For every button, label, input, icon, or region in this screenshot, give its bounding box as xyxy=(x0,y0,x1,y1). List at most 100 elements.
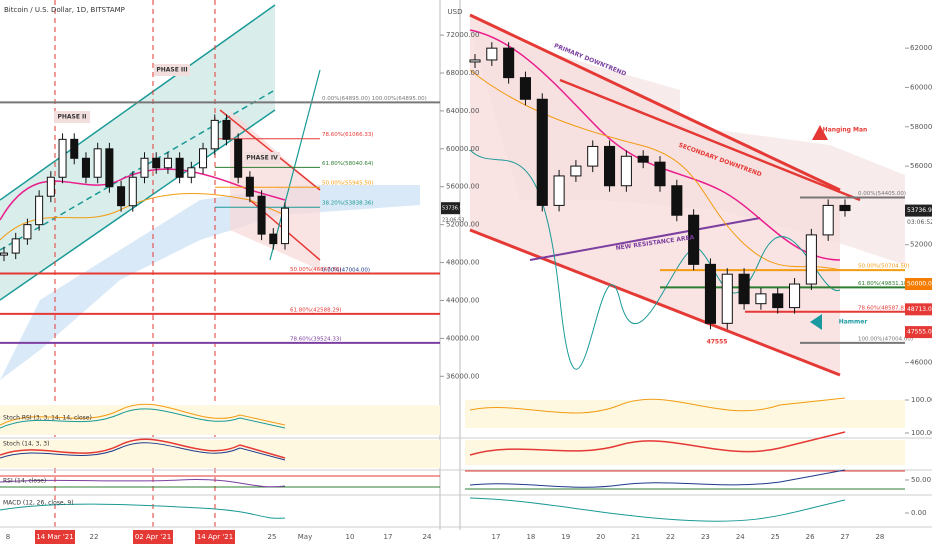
x-tick-label: 18 xyxy=(526,533,535,541)
fib-label: 0.00%(54405.00) xyxy=(858,191,906,197)
price-tag-label: 53736.91 xyxy=(442,206,466,212)
x-tick-label: May xyxy=(298,533,312,541)
annotation: Hammer xyxy=(839,319,868,326)
candle xyxy=(280,207,290,245)
price-tag-label: 53736.91 xyxy=(907,207,932,214)
y-tick-label: 58000.00 xyxy=(910,123,932,131)
price-tag-label: 47555.00 xyxy=(907,329,932,336)
annotation: 47555 xyxy=(707,339,728,346)
x-tick-label: 14 Mar '21 xyxy=(36,533,73,541)
candle xyxy=(587,145,599,167)
candle xyxy=(704,263,717,324)
y-tick-label: 60000.00 xyxy=(446,145,479,153)
x-tick-label: 24 xyxy=(423,533,432,541)
x-tick-label: 22 xyxy=(666,533,675,541)
x-tick-label: 22 xyxy=(90,533,99,541)
annotation: PHASE II xyxy=(57,114,86,121)
candle xyxy=(11,238,20,254)
chart-title: Bitcoin / U.S. Dollar, 1D, BITSTAMP xyxy=(4,6,125,14)
x-tick-label: 14 Apr '21 xyxy=(197,533,233,541)
fib-label: 38.20%(53838.36) xyxy=(322,201,374,207)
x-tick-label: 20 xyxy=(596,533,605,541)
candle xyxy=(187,167,196,178)
unit-label: USD xyxy=(448,8,463,16)
y-tick-label: 68000.00 xyxy=(446,69,479,77)
candle xyxy=(721,273,733,324)
candle xyxy=(23,224,32,240)
fib-label: 61.80%(58040.64) xyxy=(322,161,374,167)
price-tag-label: 48713.00 xyxy=(907,306,932,313)
y-tick-label: 46000.00 xyxy=(910,359,932,367)
candle xyxy=(738,273,750,305)
x-tick-label: 19 xyxy=(561,533,570,541)
price-tag xyxy=(905,303,932,316)
indicator-tick-label: 0.00 xyxy=(911,509,927,517)
x-tick-label: 27 xyxy=(841,533,850,541)
x-tick-label: 26 xyxy=(806,533,815,541)
candle xyxy=(822,204,834,236)
candle xyxy=(772,293,784,309)
date-highlight xyxy=(133,530,173,544)
candle xyxy=(46,176,55,197)
candle xyxy=(163,157,172,169)
indicator-tick-label: 50.00 xyxy=(911,476,931,484)
annotation: Hanging Man xyxy=(823,127,868,134)
fib-label: 50.00%(46847.50) xyxy=(290,267,342,273)
candle xyxy=(755,293,767,305)
indicator-tick-label: 100.00 xyxy=(911,396,932,404)
x-tick-label: 17 xyxy=(384,533,393,541)
fib-label: 61.80%(42588.29) xyxy=(290,307,342,313)
candle xyxy=(234,138,243,178)
candle xyxy=(105,148,114,188)
x-tick-label: 17 xyxy=(492,533,501,541)
candle xyxy=(469,59,481,63)
indicator-panels xyxy=(0,397,932,528)
candle xyxy=(637,155,649,163)
date-highlight xyxy=(35,530,75,544)
countdown: 03:06:52 xyxy=(907,219,932,226)
candle xyxy=(536,98,548,206)
candle xyxy=(140,157,149,178)
x-tick-label: 25 xyxy=(771,533,780,541)
candle xyxy=(257,195,266,235)
y-tick-label: 52000.00 xyxy=(446,221,479,229)
candle xyxy=(570,165,582,177)
candle xyxy=(839,204,851,212)
candle xyxy=(805,234,817,285)
y-tick-label: 60000.00 xyxy=(910,83,932,91)
countdown: 23:06:53 xyxy=(442,218,464,224)
candle xyxy=(58,138,67,178)
price-tag-label: 50000.00 xyxy=(907,281,932,288)
fib-label: 78.60%(39524.33) xyxy=(290,336,342,342)
y-tick-label: 48000.00 xyxy=(446,259,479,267)
price-tag xyxy=(905,326,932,339)
candle xyxy=(0,252,9,256)
x-tick-label: 25 xyxy=(268,533,277,541)
fib-label: 61.80%(49831.18) xyxy=(858,281,910,287)
x-tick-label: 02 Apr '21 xyxy=(135,533,171,541)
indicator-title: MACD (12, 26, close, 9) xyxy=(3,500,74,507)
candle xyxy=(503,47,515,79)
fib-label: 78.60%(61066.33) xyxy=(322,132,374,138)
y-tick-label: 40000.00 xyxy=(446,334,479,342)
y-tick-label: 56000.00 xyxy=(446,183,479,191)
candle xyxy=(210,119,219,150)
y-tick-label: 44000.00 xyxy=(446,296,479,304)
fib-label: 0.00%(47004.00) xyxy=(322,268,370,274)
candle xyxy=(35,195,44,226)
candle xyxy=(70,138,79,159)
candle xyxy=(604,145,616,187)
y-tick-label: 56000.00 xyxy=(910,162,932,170)
candle xyxy=(117,186,126,207)
indicator-title: Stoch RSI (3, 3, 14, 14, close) xyxy=(3,415,92,422)
candle xyxy=(93,148,102,178)
fib-label: 50.00%(50704.50) xyxy=(858,264,910,270)
candle xyxy=(654,161,666,187)
annotation-box xyxy=(154,64,190,76)
x-tick-label: 28 xyxy=(875,533,884,541)
y-tick-label: 52000.00 xyxy=(910,241,932,249)
candle xyxy=(81,157,90,178)
price-tag xyxy=(905,204,932,217)
fib-label: 78.60%(48587.81) xyxy=(858,305,910,311)
